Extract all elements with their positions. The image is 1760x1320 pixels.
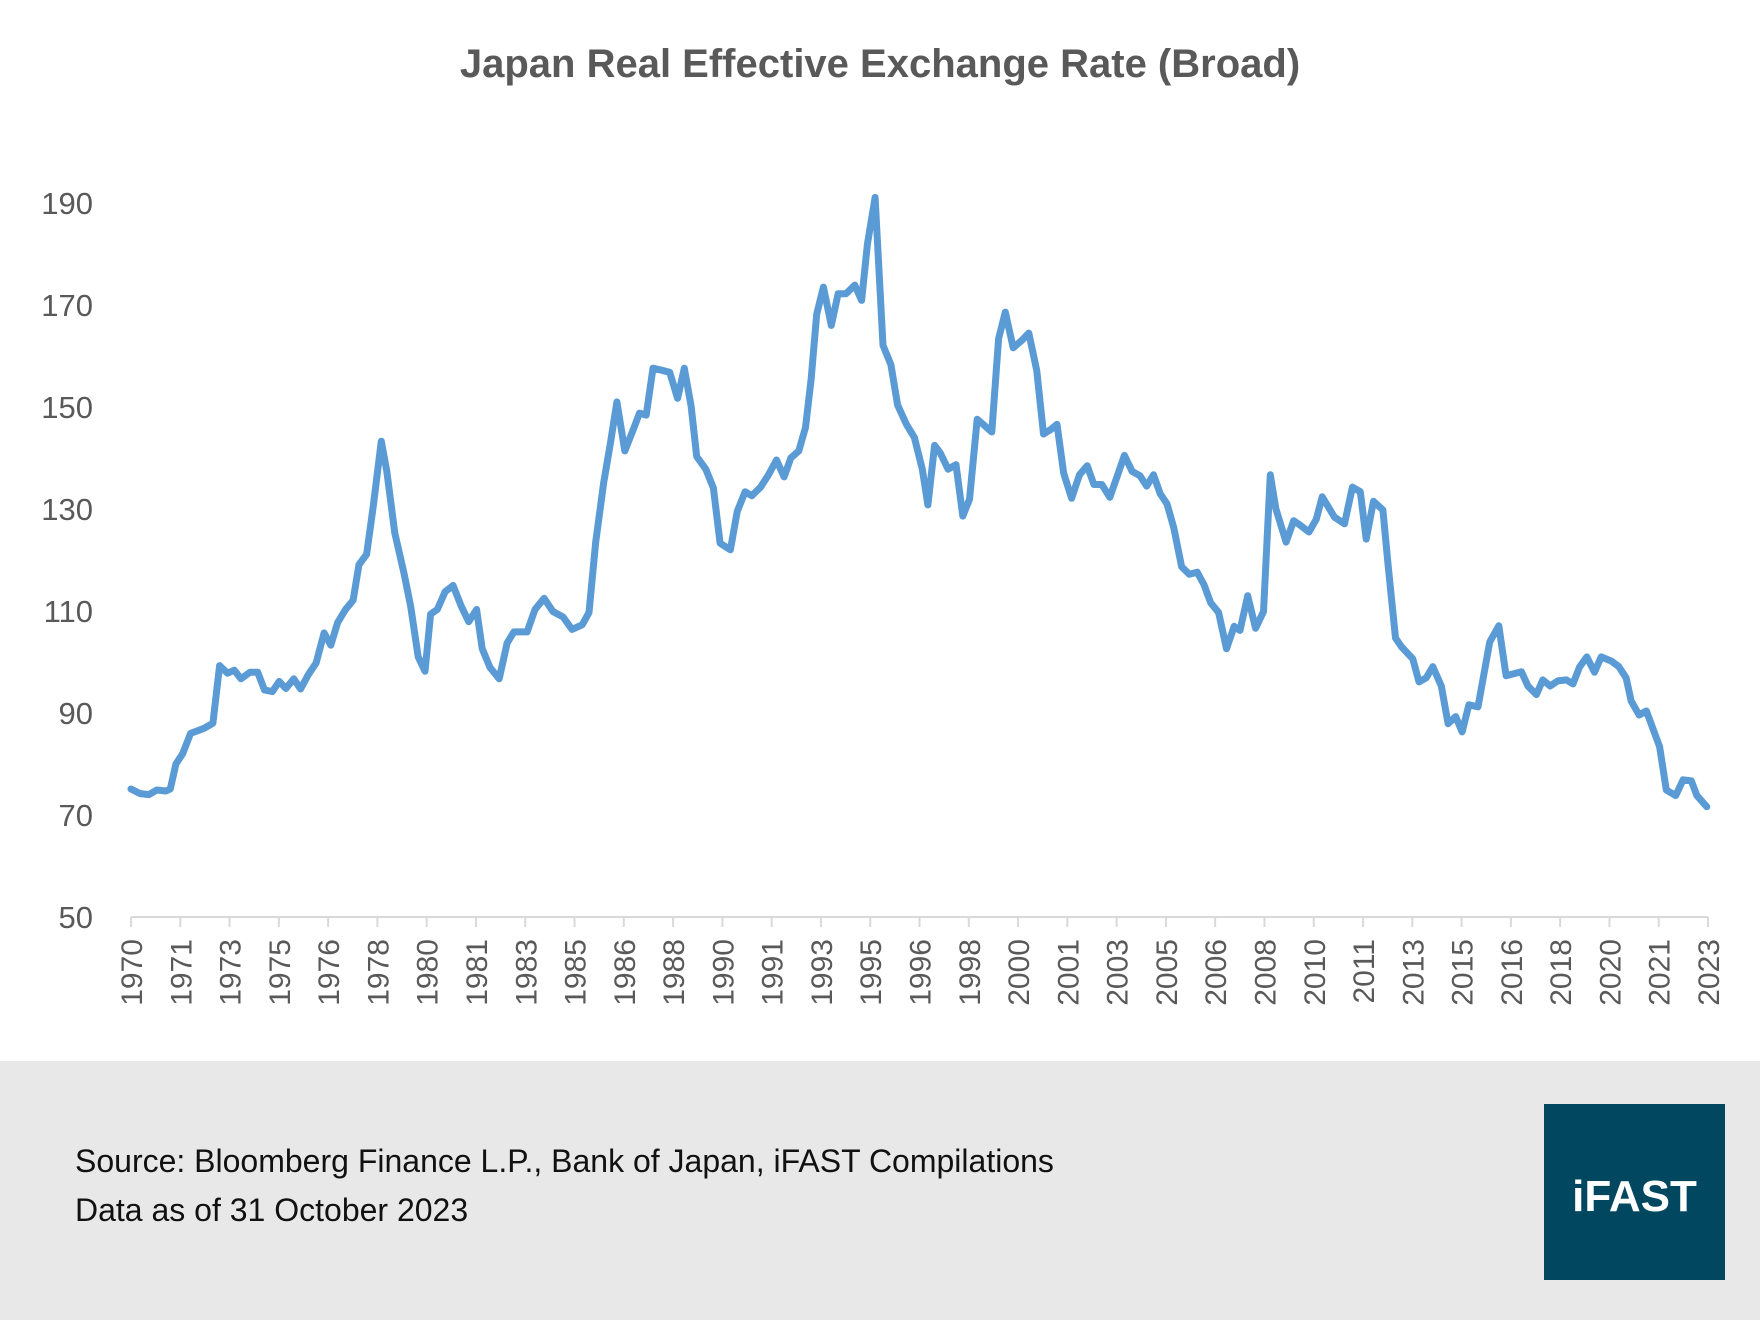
y-tick-label: 150	[41, 390, 93, 425]
x-tick-label: 2016	[1496, 939, 1529, 1006]
data-date-note: Data as of 31 October 2023	[75, 1192, 469, 1228]
x-tick-label: 1996	[905, 939, 938, 1006]
y-tick-label: 130	[41, 492, 93, 527]
x-tick-label: 1990	[707, 939, 740, 1006]
x-tick-label: 1980	[412, 939, 445, 1006]
x-tick-label: 1978	[362, 939, 395, 1006]
x-tick-label: 2006	[1200, 939, 1233, 1006]
x-tick-label: 1998	[954, 939, 987, 1006]
y-tick-label: 170	[41, 288, 93, 323]
x-tick-label: 1975	[264, 939, 297, 1006]
x-axis: 1970 1971 1973 1975 1976 1978 1980 1981 1983 1985…	[116, 917, 1726, 1006]
x-tick-label: 2013	[1397, 939, 1430, 1006]
y-axis: 50 70 90 110 130 150 170 190	[41, 186, 93, 935]
x-tick-label: 2011	[1348, 939, 1381, 1004]
series-line-reer	[127, 193, 1711, 811]
chart-title: Japan Real Effective Exchange Rate (Broa…	[459, 42, 1301, 86]
chart-area: Japan Real Effective Exchange Rate (Broa…	[41, 42, 1726, 1006]
y-tick-label: 90	[59, 696, 93, 731]
x-tick-label: 1983	[510, 939, 543, 1006]
data-points	[131, 197, 1707, 807]
x-tick-label: 2018	[1545, 939, 1578, 1006]
ifast-logo: iFAST	[1544, 1104, 1725, 1280]
x-tick-label: 2001	[1052, 939, 1085, 1006]
x-tick-label: 1971	[165, 939, 198, 1006]
x-tick-label: 1995	[855, 939, 888, 1006]
source-note: Source: Bloomberg Finance L.P., Bank of …	[75, 1143, 1054, 1179]
x-tick-label: 1973	[215, 939, 248, 1006]
x-tick-label: 2020	[1594, 939, 1627, 1006]
x-tick-label: 2003	[1102, 939, 1135, 1006]
y-tick-label: 110	[44, 594, 93, 629]
x-tick-label: 2010	[1299, 939, 1332, 1006]
x-tick-label: 2015	[1447, 939, 1480, 1006]
x-tick-label: 1991	[757, 939, 790, 1006]
x-tick-label: 2008	[1249, 939, 1282, 1006]
x-tick-label: 1976	[313, 939, 346, 1006]
x-tick-label: 1988	[658, 939, 691, 1006]
logo-text: iFAST	[1572, 1172, 1697, 1221]
x-tick-label: 1986	[609, 939, 642, 1006]
x-tick-label: 2021	[1644, 939, 1677, 1006]
footer: Source: Bloomberg Finance L.P., Bank of …	[0, 1061, 1760, 1320]
y-tick-label: 50	[59, 900, 93, 935]
x-tick-label: 1993	[806, 939, 839, 1006]
y-tick-label: 190	[41, 186, 93, 221]
x-tick-label: 1985	[560, 939, 593, 1006]
x-tick-label: 2000	[1003, 939, 1036, 1006]
x-tick-label: 2023	[1693, 939, 1726, 1006]
x-tick-label: 1970	[116, 939, 149, 1006]
y-tick-label: 70	[59, 798, 93, 833]
x-tick-label: 1981	[461, 939, 494, 1006]
x-tick-label: 2005	[1151, 939, 1184, 1006]
